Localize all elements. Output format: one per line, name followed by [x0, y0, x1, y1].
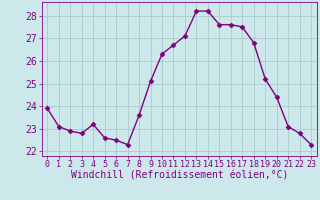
X-axis label: Windchill (Refroidissement éolien,°C): Windchill (Refroidissement éolien,°C) [70, 171, 288, 181]
